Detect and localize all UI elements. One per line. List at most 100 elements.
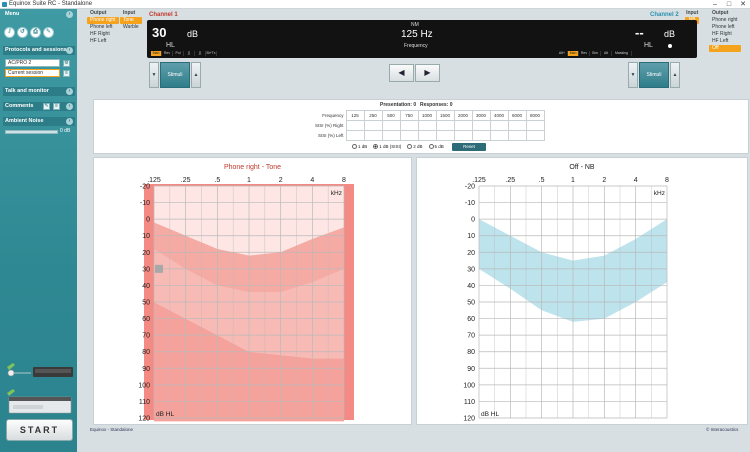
ch2-output-off[interactable]: Off xyxy=(709,45,741,52)
chevron-icon[interactable]: › xyxy=(66,88,73,95)
minimize-icon[interactable]: – xyxy=(713,1,717,8)
protocols-header[interactable]: Protocols and sessions › xyxy=(3,46,75,55)
frequency-cell[interactable]: 4000 xyxy=(489,110,509,121)
ch2-mode[interactable]: Sim xyxy=(590,51,601,56)
frequency-cell[interactable]: 1500 xyxy=(435,110,455,121)
sisi-cell[interactable] xyxy=(417,130,437,141)
ch2-mode[interactable]: Rev xyxy=(579,51,590,56)
sisi-cell[interactable] xyxy=(525,130,545,141)
chevron-icon[interactable]: › xyxy=(66,103,73,110)
chevron-icon[interactable]: › xyxy=(66,11,73,18)
sisi-cell[interactable] xyxy=(399,130,419,141)
ch1-mode[interactable]: Rev xyxy=(162,51,173,56)
close-icon[interactable]: ✕ xyxy=(740,1,746,8)
comments-header[interactable]: Comments ✎ ≡ › xyxy=(3,102,75,111)
frequency-cell[interactable]: 250 xyxy=(363,110,383,121)
ch2-output-phone-right[interactable]: Phone right xyxy=(712,17,738,23)
session-select[interactable]: Current session xyxy=(5,69,60,77)
frequency-cell[interactable]: 2000 xyxy=(453,110,473,121)
save-icon[interactable]: ✎ xyxy=(43,27,54,38)
sisi-cell[interactable] xyxy=(363,120,383,131)
ch1-input-warble[interactable]: Warble xyxy=(123,24,139,30)
menu-header[interactable]: Menu › xyxy=(3,10,75,19)
ch1-output-hf-right[interactable]: HF Right xyxy=(90,31,110,37)
ch1-input-tone[interactable]: Tone xyxy=(120,17,142,24)
sisi-cell[interactable] xyxy=(471,120,491,131)
audiogram-left-title: Phone right - Tone xyxy=(223,164,282,171)
frequency-up-button[interactable]: ▶ xyxy=(415,64,440,82)
step-option[interactable]: 2 dB xyxy=(407,144,423,150)
ch2-mode[interactable]: Man xyxy=(568,51,579,56)
protocol-settings-icon[interactable]: ⚙ xyxy=(63,60,70,67)
frequency-cell[interactable]: 500 xyxy=(381,110,401,121)
sisi-cell[interactable] xyxy=(345,120,365,131)
ch1-mode[interactable]: Bi+Tx xyxy=(206,51,217,56)
ch2-scale: HL xyxy=(644,42,653,49)
ch1-level-up-button[interactable]: ▲ xyxy=(191,62,201,88)
step-option[interactable]: 5 dB xyxy=(428,144,444,150)
sisi-cell[interactable] xyxy=(507,120,527,131)
talk-header[interactable]: Talk and monitor › xyxy=(3,87,75,96)
frequency-cell[interactable]: 750 xyxy=(399,110,419,121)
ch2-level-up-button[interactable]: ▲ xyxy=(670,62,680,88)
sisi-cell[interactable] xyxy=(381,120,401,131)
ch1-stimuli-button[interactable]: Stimuli xyxy=(160,62,190,88)
frequency-cell[interactable]: 6000 xyxy=(507,110,527,121)
ch2-level-down-button[interactable]: ▼ xyxy=(628,62,638,88)
audiogram-left-chart[interactable]: .125 .25 .5 1 2 4 8 -20 -10 0 10 20 30 40 50 60 70 80 90 10… xyxy=(94,158,413,426)
maximize-icon[interactable]: □ xyxy=(726,1,732,8)
ch2-output-hf-right[interactable]: HF Right xyxy=(712,31,732,37)
audiogram-right-chart[interactable]: .125 .25 .5 1 2 4 8 -20 -10 0 10 20 30 40 50 60 70 80 90 10… xyxy=(417,158,749,426)
sisi-cell[interactable] xyxy=(363,130,383,141)
tools-icon[interactable]: ⅈ xyxy=(4,27,15,38)
sisi-cell[interactable] xyxy=(435,130,455,141)
ch1-level-down-button[interactable]: ▼ xyxy=(149,62,159,88)
print-icon[interactable]: ⎙ xyxy=(30,27,41,38)
sisi-cell[interactable] xyxy=(525,120,545,131)
sisi-cell[interactable] xyxy=(381,130,401,141)
ch2-output-phone-left[interactable]: Phone left xyxy=(712,24,735,30)
ambient-header[interactable]: Ambient Noise › xyxy=(3,117,75,126)
history-icon[interactable]: ↺ xyxy=(17,27,28,38)
ch1-mode[interactable]: Man xyxy=(151,51,162,56)
sisi-cell[interactable] xyxy=(417,120,437,131)
sisi-cell[interactable] xyxy=(507,130,527,141)
comment-list-icon[interactable]: ≡ xyxy=(53,103,60,110)
ch2-output-hf-left[interactable]: HF Left xyxy=(712,38,729,44)
ch1-output-phone-right[interactable]: Phone right xyxy=(87,17,119,24)
sisi-cell[interactable] xyxy=(345,130,365,141)
sisi-cell[interactable] xyxy=(489,120,509,131)
ch1-output-hf-left[interactable]: HF Left xyxy=(90,38,107,44)
start-button[interactable]: START xyxy=(6,419,73,441)
ch1-mode[interactable]: ∫∫ xyxy=(184,51,195,56)
sisi-cell[interactable] xyxy=(471,130,491,141)
ch2-mode[interactable]: Alt xyxy=(601,51,612,56)
sisi-cell[interactable] xyxy=(453,120,473,131)
session-menu-icon[interactable]: ≡ xyxy=(63,70,70,77)
ch1-mode[interactable]: ∫∫ xyxy=(195,51,206,56)
sisi-cell[interactable] xyxy=(489,130,509,141)
ch2-mode[interactable]: Masking xyxy=(612,51,632,56)
frequency-cell[interactable]: 8000 xyxy=(525,110,545,121)
frequency-down-button[interactable]: ◀ xyxy=(389,64,414,82)
sisi-cell[interactable] xyxy=(453,130,473,141)
chevron-icon[interactable]: › xyxy=(66,118,73,125)
frequency-cell[interactable]: 1000 xyxy=(417,110,437,121)
chevron-icon[interactable]: › xyxy=(66,47,73,54)
ch2-mode-bar: Alt+ Man Rev Sim Alt Masking xyxy=(557,51,632,56)
sisi-cell[interactable] xyxy=(399,120,419,131)
reset-button[interactable]: Reset xyxy=(452,143,486,151)
frequency-cell[interactable]: 125 xyxy=(345,110,365,121)
frequency-cell[interactable]: 3000 xyxy=(471,110,491,121)
ch1-output-phone-left[interactable]: Phone left xyxy=(90,24,113,30)
ch1-mode[interactable]: Pul xyxy=(173,51,184,56)
comment-edit-icon[interactable]: ✎ xyxy=(43,103,50,110)
step-option[interactable]: 1 dB (SISI) xyxy=(373,144,401,150)
x-tick-label: .125 xyxy=(472,177,486,184)
protocol-select[interactable]: AC/PRO 2 xyxy=(5,59,60,67)
sisi-cell[interactable] xyxy=(435,120,455,131)
x-tick-label: 1 xyxy=(571,177,575,184)
ch2-stimuli-button[interactable]: Stimuli xyxy=(639,62,669,88)
ch2-mode[interactable]: Alt+ xyxy=(557,51,568,56)
step-option[interactable]: 1 dB xyxy=(352,144,367,150)
